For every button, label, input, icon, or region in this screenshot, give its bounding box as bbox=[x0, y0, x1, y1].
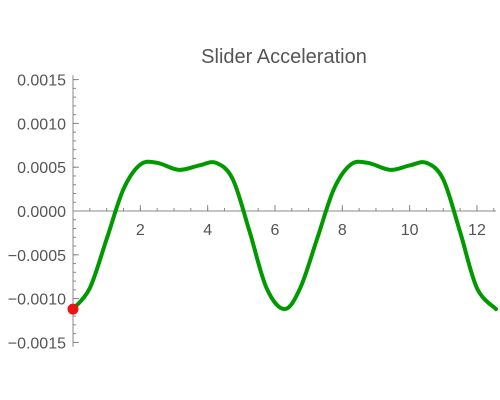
x-axis: 2 4 6 8 10 12 bbox=[73, 205, 496, 239]
series-line-0 bbox=[71, 159, 498, 312]
x-tick-label: 2 bbox=[136, 222, 145, 239]
series-layer bbox=[71, 159, 498, 312]
marker-point bbox=[67, 303, 79, 315]
y-tick-label: −0.0005 bbox=[8, 248, 66, 265]
y-tick-label: −0.0010 bbox=[8, 292, 66, 309]
y-tick-label: 0.0005 bbox=[17, 160, 66, 177]
x-tick-label: 6 bbox=[271, 222, 280, 239]
y-tick-label: −0.0015 bbox=[8, 335, 66, 352]
x-tick-label: 8 bbox=[338, 222, 347, 239]
y-tick-label: 0.0000 bbox=[17, 204, 66, 221]
y-tick-label: 0.0015 bbox=[17, 73, 66, 90]
x-tick-label: 10 bbox=[401, 222, 419, 239]
chart-title: Slider Acceleration bbox=[201, 46, 367, 68]
marker-layer bbox=[67, 303, 79, 315]
y-axis: −0.0015 −0.0010 −0.0005 0.0000 0.0005 0.0010 0… bbox=[8, 73, 79, 352]
x-tick-label: 4 bbox=[203, 222, 212, 239]
x-tick-label: 12 bbox=[468, 222, 486, 239]
y-tick-label: 0.0010 bbox=[17, 116, 66, 133]
